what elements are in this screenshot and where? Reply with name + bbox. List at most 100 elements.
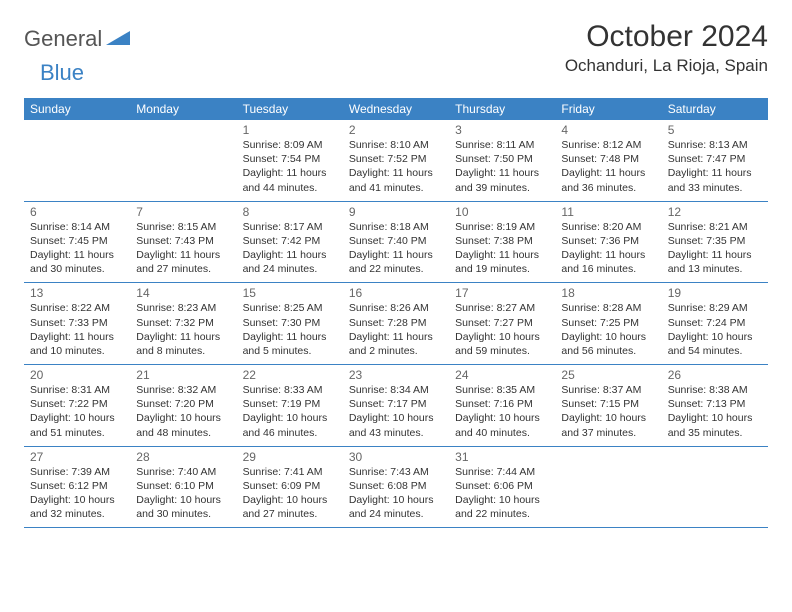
day-number: 23	[349, 368, 443, 382]
day-cell: 19Sunrise: 8:29 AMSunset: 7:24 PMDayligh…	[662, 283, 768, 364]
day-number: 26	[668, 368, 762, 382]
day-cell: 3Sunrise: 8:11 AMSunset: 7:50 PMDaylight…	[449, 120, 555, 201]
day-cell: 15Sunrise: 8:25 AMSunset: 7:30 PMDayligh…	[237, 283, 343, 364]
day-cell: 27Sunrise: 7:39 AMSunset: 6:12 PMDayligh…	[24, 447, 130, 528]
day-info: Sunrise: 8:34 AMSunset: 7:17 PMDaylight:…	[349, 383, 443, 440]
day-cell: 8Sunrise: 8:17 AMSunset: 7:42 PMDaylight…	[237, 202, 343, 283]
day-info: Sunrise: 8:12 AMSunset: 7:48 PMDaylight:…	[561, 138, 655, 195]
day-cell: 16Sunrise: 8:26 AMSunset: 7:28 PMDayligh…	[343, 283, 449, 364]
week-row: 20Sunrise: 8:31 AMSunset: 7:22 PMDayligh…	[24, 365, 768, 447]
day-info: Sunrise: 7:41 AMSunset: 6:09 PMDaylight:…	[243, 465, 337, 522]
day-info: Sunrise: 8:31 AMSunset: 7:22 PMDaylight:…	[30, 383, 124, 440]
day-cell: 2Sunrise: 8:10 AMSunset: 7:52 PMDaylight…	[343, 120, 449, 201]
day-number: 17	[455, 286, 549, 300]
day-info: Sunrise: 8:27 AMSunset: 7:27 PMDaylight:…	[455, 301, 549, 358]
week-row: 27Sunrise: 7:39 AMSunset: 6:12 PMDayligh…	[24, 447, 768, 529]
day-info: Sunrise: 8:22 AMSunset: 7:33 PMDaylight:…	[30, 301, 124, 358]
day-number: 11	[561, 205, 655, 219]
day-info: Sunrise: 8:26 AMSunset: 7:28 PMDaylight:…	[349, 301, 443, 358]
day-number: 2	[349, 123, 443, 137]
empty-cell	[130, 120, 236, 201]
day-info: Sunrise: 8:25 AMSunset: 7:30 PMDaylight:…	[243, 301, 337, 358]
day-cell: 18Sunrise: 8:28 AMSunset: 7:25 PMDayligh…	[555, 283, 661, 364]
day-number: 10	[455, 205, 549, 219]
week-row: 13Sunrise: 8:22 AMSunset: 7:33 PMDayligh…	[24, 283, 768, 365]
day-cell: 9Sunrise: 8:18 AMSunset: 7:40 PMDaylight…	[343, 202, 449, 283]
day-info: Sunrise: 8:10 AMSunset: 7:52 PMDaylight:…	[349, 138, 443, 195]
day-number: 20	[30, 368, 124, 382]
day-number: 7	[136, 205, 230, 219]
day-cell: 24Sunrise: 8:35 AMSunset: 7:16 PMDayligh…	[449, 365, 555, 446]
day-info: Sunrise: 8:15 AMSunset: 7:43 PMDaylight:…	[136, 220, 230, 277]
day-number: 14	[136, 286, 230, 300]
day-info: Sunrise: 8:19 AMSunset: 7:38 PMDaylight:…	[455, 220, 549, 277]
day-header-cell: Thursday	[449, 98, 555, 120]
empty-cell	[555, 447, 661, 528]
day-number: 15	[243, 286, 337, 300]
week-row: 1Sunrise: 8:09 AMSunset: 7:54 PMDaylight…	[24, 120, 768, 202]
day-header-cell: Wednesday	[343, 98, 449, 120]
day-number: 21	[136, 368, 230, 382]
day-header-cell: Sunday	[24, 98, 130, 120]
day-info: Sunrise: 7:43 AMSunset: 6:08 PMDaylight:…	[349, 465, 443, 522]
day-info: Sunrise: 8:33 AMSunset: 7:19 PMDaylight:…	[243, 383, 337, 440]
day-info: Sunrise: 8:18 AMSunset: 7:40 PMDaylight:…	[349, 220, 443, 277]
logo: General	[24, 20, 132, 52]
day-number: 9	[349, 205, 443, 219]
day-cell: 14Sunrise: 8:23 AMSunset: 7:32 PMDayligh…	[130, 283, 236, 364]
day-header-cell: Monday	[130, 98, 236, 120]
day-cell: 7Sunrise: 8:15 AMSunset: 7:43 PMDaylight…	[130, 202, 236, 283]
day-cell: 4Sunrise: 8:12 AMSunset: 7:48 PMDaylight…	[555, 120, 661, 201]
day-info: Sunrise: 8:38 AMSunset: 7:13 PMDaylight:…	[668, 383, 762, 440]
calendar: SundayMondayTuesdayWednesdayThursdayFrid…	[24, 98, 768, 528]
day-number: 6	[30, 205, 124, 219]
logo-triangle-icon	[106, 29, 130, 50]
day-cell: 13Sunrise: 8:22 AMSunset: 7:33 PMDayligh…	[24, 283, 130, 364]
day-info: Sunrise: 8:23 AMSunset: 7:32 PMDaylight:…	[136, 301, 230, 358]
day-number: 4	[561, 123, 655, 137]
day-number: 18	[561, 286, 655, 300]
logo-text-1: General	[24, 26, 102, 52]
day-number: 22	[243, 368, 337, 382]
day-cell: 23Sunrise: 8:34 AMSunset: 7:17 PMDayligh…	[343, 365, 449, 446]
day-info: Sunrise: 8:13 AMSunset: 7:47 PMDaylight:…	[668, 138, 762, 195]
day-cell: 22Sunrise: 8:33 AMSunset: 7:19 PMDayligh…	[237, 365, 343, 446]
empty-cell	[24, 120, 130, 201]
day-cell: 5Sunrise: 8:13 AMSunset: 7:47 PMDaylight…	[662, 120, 768, 201]
day-cell: 6Sunrise: 8:14 AMSunset: 7:45 PMDaylight…	[24, 202, 130, 283]
day-header-cell: Friday	[555, 98, 661, 120]
month-title: October 2024	[565, 20, 768, 54]
day-cell: 31Sunrise: 7:44 AMSunset: 6:06 PMDayligh…	[449, 447, 555, 528]
logo-text-2: Blue	[40, 60, 84, 85]
day-info: Sunrise: 8:28 AMSunset: 7:25 PMDaylight:…	[561, 301, 655, 358]
day-number: 16	[349, 286, 443, 300]
day-cell: 12Sunrise: 8:21 AMSunset: 7:35 PMDayligh…	[662, 202, 768, 283]
day-cell: 21Sunrise: 8:32 AMSunset: 7:20 PMDayligh…	[130, 365, 236, 446]
day-info: Sunrise: 7:44 AMSunset: 6:06 PMDaylight:…	[455, 465, 549, 522]
day-info: Sunrise: 8:32 AMSunset: 7:20 PMDaylight:…	[136, 383, 230, 440]
day-number: 24	[455, 368, 549, 382]
day-cell: 30Sunrise: 7:43 AMSunset: 6:08 PMDayligh…	[343, 447, 449, 528]
day-info: Sunrise: 8:35 AMSunset: 7:16 PMDaylight:…	[455, 383, 549, 440]
day-info: Sunrise: 8:11 AMSunset: 7:50 PMDaylight:…	[455, 138, 549, 195]
day-cell: 17Sunrise: 8:27 AMSunset: 7:27 PMDayligh…	[449, 283, 555, 364]
day-cell: 20Sunrise: 8:31 AMSunset: 7:22 PMDayligh…	[24, 365, 130, 446]
day-info: Sunrise: 8:20 AMSunset: 7:36 PMDaylight:…	[561, 220, 655, 277]
day-cell: 1Sunrise: 8:09 AMSunset: 7:54 PMDaylight…	[237, 120, 343, 201]
day-info: Sunrise: 8:17 AMSunset: 7:42 PMDaylight:…	[243, 220, 337, 277]
day-header-cell: Tuesday	[237, 98, 343, 120]
day-number: 31	[455, 450, 549, 464]
empty-cell	[662, 447, 768, 528]
day-number: 27	[30, 450, 124, 464]
day-number: 19	[668, 286, 762, 300]
day-number: 5	[668, 123, 762, 137]
day-cell: 25Sunrise: 8:37 AMSunset: 7:15 PMDayligh…	[555, 365, 661, 446]
day-number: 12	[668, 205, 762, 219]
day-info: Sunrise: 7:39 AMSunset: 6:12 PMDaylight:…	[30, 465, 124, 522]
day-number: 8	[243, 205, 337, 219]
day-number: 29	[243, 450, 337, 464]
week-row: 6Sunrise: 8:14 AMSunset: 7:45 PMDaylight…	[24, 202, 768, 284]
day-header-cell: Saturday	[662, 98, 768, 120]
day-number: 28	[136, 450, 230, 464]
day-number: 1	[243, 123, 337, 137]
